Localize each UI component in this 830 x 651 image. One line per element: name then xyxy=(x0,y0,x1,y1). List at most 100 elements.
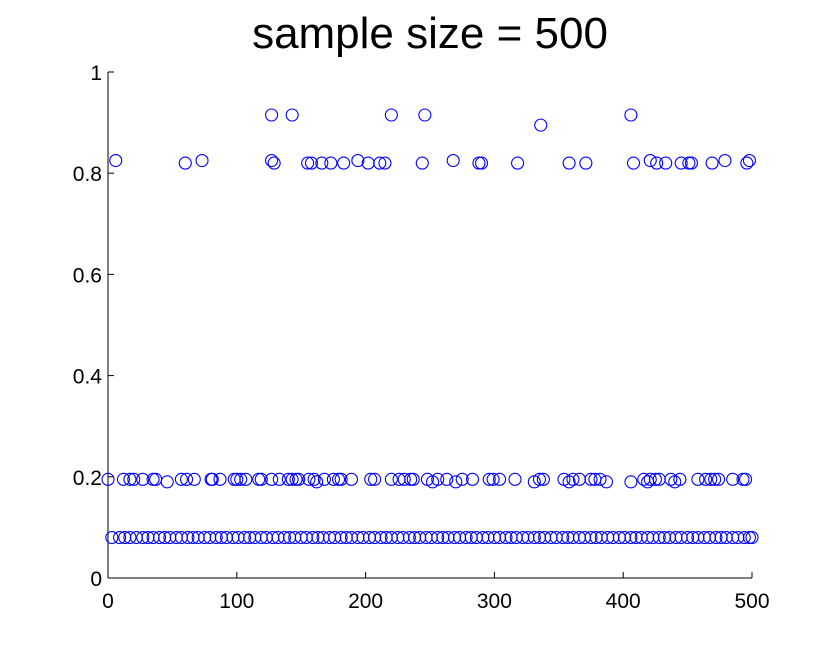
data-point xyxy=(234,472,248,486)
data-point xyxy=(252,472,266,486)
data-point xyxy=(116,472,131,486)
data-point xyxy=(127,472,141,486)
data-point xyxy=(186,530,200,545)
data-point xyxy=(254,472,268,486)
data-point xyxy=(306,530,320,545)
data-point xyxy=(682,156,696,170)
data-point xyxy=(178,156,192,170)
data-point xyxy=(686,530,700,545)
data-point xyxy=(368,472,382,486)
x-tick-label: 500 xyxy=(734,590,769,613)
x-tick-label: 0 xyxy=(102,590,114,613)
data-point xyxy=(361,156,375,170)
data-point xyxy=(629,530,643,545)
data-point xyxy=(657,530,671,545)
data-point xyxy=(209,530,223,545)
y-tick-label: 1 xyxy=(90,62,102,85)
data-point xyxy=(326,472,340,486)
data-point xyxy=(493,472,507,486)
data-point xyxy=(532,530,547,545)
data-point xyxy=(431,530,445,545)
data-point xyxy=(378,156,392,170)
chart-title: sample size = 500 xyxy=(252,9,608,58)
data-point xyxy=(384,472,398,486)
data-point xyxy=(532,472,547,486)
data-point xyxy=(180,472,194,486)
data-point xyxy=(392,472,406,486)
data-point xyxy=(105,530,119,545)
data-point xyxy=(187,472,201,486)
data-point xyxy=(699,472,713,486)
data-point xyxy=(579,156,593,170)
x-tick-label: 300 xyxy=(477,590,512,613)
data-point xyxy=(237,530,252,545)
data-point xyxy=(714,530,728,545)
data-point xyxy=(334,530,348,545)
data-point xyxy=(459,530,473,545)
data-point xyxy=(205,472,219,486)
data-point xyxy=(718,154,732,168)
data-point xyxy=(239,472,253,486)
data-point xyxy=(265,108,279,122)
data-point xyxy=(307,472,321,486)
data-point xyxy=(337,156,351,170)
data-point xyxy=(152,530,167,545)
data-point xyxy=(344,472,358,486)
data-point xyxy=(317,472,331,486)
data-point xyxy=(472,156,486,170)
data-point xyxy=(504,530,518,545)
data-point xyxy=(174,472,188,486)
data-point xyxy=(536,472,550,486)
data-point xyxy=(446,154,460,168)
data-point xyxy=(704,472,718,486)
data-point xyxy=(285,472,299,486)
data-point xyxy=(436,530,450,545)
data-point xyxy=(302,472,316,486)
data-point xyxy=(277,530,292,545)
data-point xyxy=(431,472,445,486)
data-point xyxy=(373,156,387,170)
data-point xyxy=(213,472,227,486)
data-point xyxy=(474,156,489,170)
data-point xyxy=(136,472,150,486)
y-tick-label: 0.8 xyxy=(73,163,102,186)
data-point xyxy=(562,156,576,170)
data-point xyxy=(562,475,576,489)
data-point xyxy=(272,472,286,486)
data-point xyxy=(527,530,541,545)
data-point xyxy=(181,530,195,545)
data-point xyxy=(101,472,115,486)
data-point xyxy=(464,530,478,545)
data-point xyxy=(292,472,306,486)
data-point xyxy=(641,475,655,489)
data-point xyxy=(624,108,638,122)
data-point xyxy=(160,475,174,489)
data-point xyxy=(123,530,137,545)
data-point xyxy=(195,154,209,168)
data-point xyxy=(556,530,570,545)
data-point xyxy=(281,472,295,486)
data-point xyxy=(593,472,607,486)
data-point xyxy=(265,154,279,168)
data-point xyxy=(402,530,416,545)
data-point xyxy=(109,154,123,168)
data-point xyxy=(711,472,726,486)
data-point xyxy=(643,154,657,168)
data-point xyxy=(243,530,257,545)
data-point xyxy=(465,472,480,486)
data-point xyxy=(339,530,353,545)
data-point xyxy=(681,530,695,545)
data-point xyxy=(584,472,598,486)
data-point xyxy=(324,156,338,170)
data-point xyxy=(301,156,315,170)
data-point xyxy=(561,530,575,545)
data-point xyxy=(158,530,172,545)
data-point xyxy=(407,530,422,545)
data-point xyxy=(486,472,500,486)
data-point xyxy=(455,472,469,486)
data-point xyxy=(364,472,378,486)
data-point xyxy=(740,156,754,170)
data-point xyxy=(214,530,228,545)
data-point xyxy=(118,530,132,545)
